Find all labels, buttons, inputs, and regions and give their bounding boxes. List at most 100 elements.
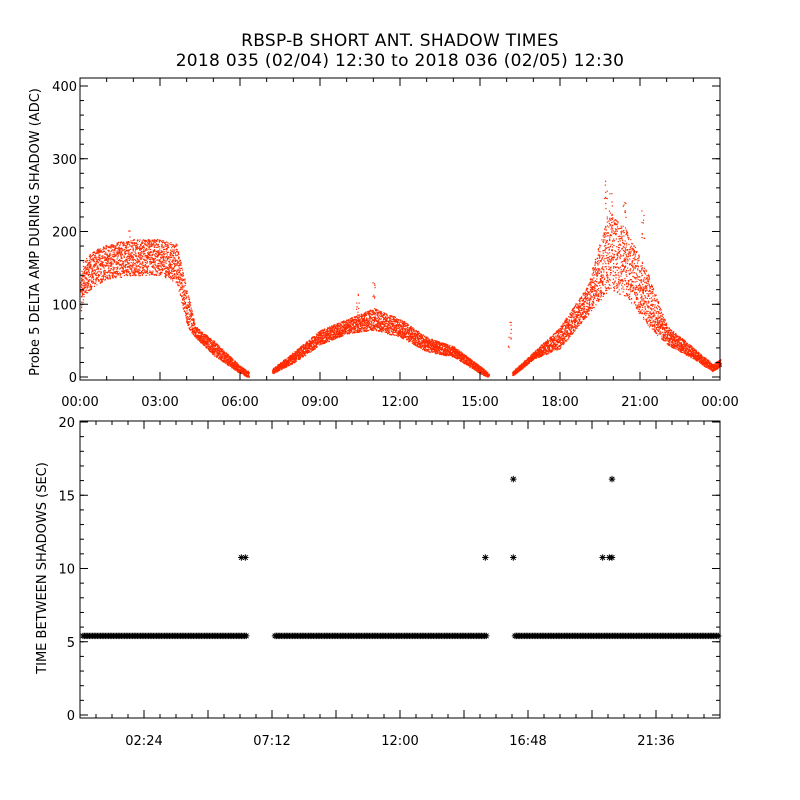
data-point: [160, 240, 163, 243]
data-point: [181, 302, 184, 304]
data-point: [183, 298, 186, 301]
data-point: [178, 266, 180, 268]
data-point: [202, 343, 204, 345]
data-point: [146, 267, 148, 270]
data-point: [105, 246, 107, 248]
data-point: [96, 266, 99, 268]
data-point: [301, 352, 303, 354]
data-point: [122, 261, 124, 263]
data-point: [289, 364, 291, 366]
data-point: [153, 267, 155, 269]
data-point: [128, 271, 130, 273]
data-point: [210, 350, 212, 352]
data-point: [235, 362, 237, 364]
data-point: [107, 246, 109, 248]
data-point: [200, 331, 202, 333]
data-point: [186, 320, 188, 322]
data-point: [199, 340, 201, 342]
data-point: [163, 247, 165, 249]
data-point: [99, 260, 101, 262]
data-point: [273, 368, 275, 371]
data-point: [153, 245, 155, 247]
data-point: [376, 330, 378, 332]
data-point: [153, 241, 155, 243]
data-point: [115, 272, 118, 274]
data-point: [107, 271, 109, 273]
data-point: [101, 275, 103, 278]
data-point: [185, 305, 187, 307]
data-point: [127, 249, 129, 251]
data-point: [247, 372, 249, 374]
data-point: [304, 347, 306, 349]
data-point: [162, 252, 164, 254]
data-point: [358, 314, 360, 317]
data-point: [173, 245, 175, 247]
data-point: [100, 281, 103, 283]
data-point: [101, 257, 104, 260]
data-point: [122, 270, 124, 273]
data-point: [356, 330, 359, 332]
data-point: [155, 273, 157, 276]
data-point: [87, 263, 89, 265]
data-point: [169, 263, 172, 266]
data-point: [231, 359, 233, 361]
data-point: [217, 352, 219, 355]
data-point: [192, 328, 194, 330]
data-point: [109, 277, 111, 279]
data-point: [125, 263, 127, 266]
data-point: [108, 267, 110, 269]
data-point: [167, 271, 170, 273]
data-point: [195, 327, 198, 329]
data-point: [150, 262, 152, 264]
data-point: [272, 370, 274, 372]
data-point: [112, 269, 114, 271]
data-point: [131, 245, 133, 247]
data-point: [218, 352, 220, 354]
data-point: [178, 271, 181, 274]
data-point: [97, 278, 100, 281]
data-point: [378, 320, 380, 322]
data-point: [297, 356, 300, 358]
data-point: [177, 284, 179, 287]
data-point: [139, 267, 141, 269]
data-point: [108, 256, 111, 258]
data-point: [168, 271, 170, 273]
data-point: [343, 320, 345, 322]
data-point: [146, 271, 148, 274]
data-point: [111, 262, 113, 264]
data-point: [161, 244, 163, 246]
data-point: [343, 323, 345, 326]
data-point: [130, 264, 132, 266]
data-point: [330, 327, 332, 329]
data-point: [202, 335, 204, 337]
data-point: [80, 291, 82, 293]
data-point: [209, 346, 211, 348]
data-point: [132, 248, 135, 250]
data-point: [123, 251, 126, 253]
data-point: [365, 327, 367, 329]
data-point: [243, 372, 245, 374]
data-point: [279, 368, 281, 370]
data-point: [146, 267, 148, 269]
data-point: [337, 337, 339, 339]
data-point: [308, 350, 310, 352]
data-point: [110, 250, 112, 253]
data-point: [119, 259, 121, 262]
data-point: [120, 257, 122, 260]
data-point: [159, 265, 162, 267]
data-point: [133, 273, 135, 275]
data-point: [81, 305, 83, 307]
data-point: [323, 329, 326, 332]
data-point: [96, 271, 99, 273]
data-point: [134, 270, 137, 272]
data-point: [145, 257, 148, 259]
data-point: [363, 328, 365, 331]
data-point: [104, 270, 107, 272]
data-point: [147, 257, 150, 259]
data-point: [81, 295, 83, 297]
data-point: [313, 343, 315, 345]
data-point: [108, 246, 111, 249]
data-point: [179, 293, 181, 295]
data-point: [164, 267, 166, 270]
data-point: [165, 241, 168, 243]
